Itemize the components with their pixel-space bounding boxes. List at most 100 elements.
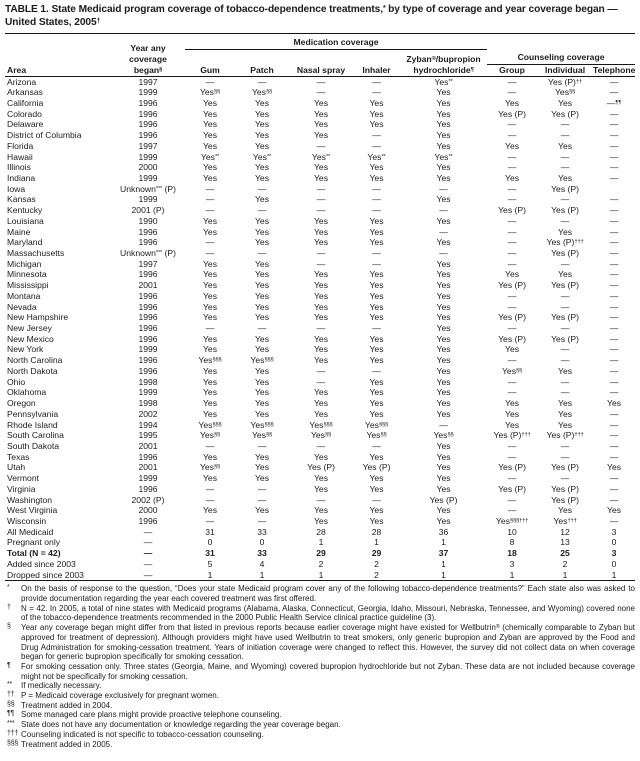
coverage-cell: Yes [369, 483, 384, 494]
coverage-cell: Yes [436, 355, 451, 366]
coverage-cell: Yes [202, 376, 218, 387]
coverage-cell: Yes [202, 140, 218, 151]
medicaid-coverage-table: Area Year any coverage began§ Medication… [5, 35, 635, 582]
coverage-cell: Yes [254, 333, 270, 344]
coverage-cell: Yes [369, 119, 384, 130]
coverage-cell: — [257, 248, 267, 258]
coverage-cell: — [560, 301, 570, 312]
coverage-cell: Yes [313, 333, 329, 344]
col-header-area: Area [5, 35, 111, 77]
coverage-cell: — [372, 258, 381, 269]
coverage-cell: Yes [313, 269, 329, 280]
area-cell: Kentucky [7, 205, 43, 216]
area-cell: Wisconsin [7, 515, 47, 526]
coverage-cell: 31 [205, 548, 215, 559]
coverage-cell: Yes [558, 269, 573, 280]
table-header: Area Year any coverage began§ Medication… [5, 35, 635, 77]
coverage-cell: Yes (P)††† [493, 430, 531, 441]
area-cell: Maine [7, 226, 31, 237]
table-row: South Carolina 1995 Yes§§ Yes§§ Yes§§ Yes§§ Ye… [5, 430, 635, 441]
coverage-cell: — [507, 473, 517, 484]
coverage-cell: Yes§§§ [198, 355, 222, 366]
coverage-cell: 1 [441, 569, 446, 580]
coverage-cell: Yes [202, 387, 218, 398]
coverage-cell [593, 184, 635, 195]
coverage-cell: — [205, 483, 215, 494]
year-cell: 1996 [138, 130, 158, 141]
coverage-cell: — [316, 194, 326, 205]
coverage-cell: Yes (P) [498, 483, 526, 494]
coverage-cell: 28 [316, 526, 326, 537]
coverage-cell: — [609, 269, 619, 280]
coverage-cell: Yes [505, 344, 520, 355]
year-cell: 1996 [138, 290, 158, 301]
coverage-cell: Yes [369, 108, 384, 119]
footnote-text: State does not have any documentation or… [21, 720, 341, 730]
coverage-cell: — [316, 205, 326, 216]
coverage-cell: — [609, 376, 619, 387]
coverage-cell: Yes [436, 408, 451, 419]
coverage-cell: Yes (P) [551, 248, 579, 258]
coverage-cell: Yes** [434, 151, 453, 162]
area-cell: Kansas [7, 194, 36, 205]
year-cell: — [143, 548, 153, 559]
coverage-cell: Yes [202, 108, 218, 119]
coverage-cell: — [507, 151, 517, 162]
area-cell: Mississippi [7, 280, 49, 291]
coverage-cell: Yes [369, 290, 384, 301]
coverage-cell: Yes [254, 387, 270, 398]
coverage-cell: Yes [436, 215, 451, 226]
coverage-cell: Yes (P) [551, 333, 579, 344]
year-cell: 1999 [138, 151, 158, 162]
year-cell: 2001 [138, 462, 158, 473]
coverage-cell: — [205, 237, 215, 248]
coverage-cell: — [316, 183, 326, 194]
coverage-cell: 29 [316, 548, 326, 559]
coverage-cell: — [507, 451, 517, 462]
coverage-cell: — [560, 355, 570, 366]
coverage-cell: Yes** [311, 151, 331, 162]
coverage-cell: Yes [369, 473, 384, 484]
coverage-cell: — [609, 140, 619, 151]
coverage-cell: Yes [254, 269, 270, 280]
area-cell: Total (N = 42) [7, 548, 61, 559]
table-row: Utah 2001 Yes§§ Yes Yes (P) Yes (P) Yes Yes (P)… [5, 462, 635, 473]
coverage-cell: — [205, 248, 215, 258]
table-row: North Dakota 1996 Yes Yes — — Yes Yes§§ Yes — [5, 366, 635, 377]
table-row: Texas 1996 Yes Yes Yes Yes Yes — — — [5, 452, 635, 463]
year-cell: 2002 [138, 408, 158, 419]
coverage-cell: — [439, 419, 448, 430]
coverage-cell: Yes [369, 226, 384, 237]
coverage-cell: Yes [202, 215, 218, 226]
table-row: Louisiana 1990 Yes Yes Yes Yes Yes — — — [5, 216, 635, 227]
area-cell: Minnesota [7, 269, 47, 280]
coverage-cell: Yes [558, 505, 573, 516]
footnote-marker: § [7, 623, 11, 631]
coverage-cell: — [609, 483, 619, 494]
coverage-cell: 33 [257, 526, 267, 537]
coverage-cell: — [372, 323, 381, 334]
coverage-cell: Yes [558, 140, 573, 151]
table-row: Oregon 1998 Yes Yes Yes Yes Yes Yes Yes Yes [5, 398, 635, 409]
year-cell: — [143, 526, 153, 537]
year-cell: 1996 [138, 333, 158, 344]
area-cell: Texas [7, 451, 30, 462]
year-cell: 1999 [138, 172, 158, 183]
coverage-cell: — [609, 76, 619, 87]
coverage-cell: — [372, 440, 381, 451]
year-cell: 1999 [138, 194, 158, 205]
coverage-cell: 1 [318, 569, 324, 580]
coverage-cell: Yes [369, 97, 384, 108]
coverage-cell: — [609, 301, 619, 312]
coverage-cell: Yes [313, 515, 329, 526]
year-cell: 1996 [138, 119, 158, 130]
footnote: ¶¶ Some managed care plans might provide … [5, 710, 635, 720]
coverage-cell: — [609, 515, 619, 526]
table-row: Virginia 1996 — — Yes Yes Yes Yes (P) Yes (P) — [5, 484, 635, 495]
table-row: South Dakota 2001 — — — — Yes — — — [5, 441, 635, 452]
area-cell: Pregnant only [7, 537, 61, 548]
year-cell: 1996 [138, 312, 158, 323]
coverage-cell: Yes††† [553, 515, 577, 526]
coverage-cell: Yes [505, 172, 520, 183]
